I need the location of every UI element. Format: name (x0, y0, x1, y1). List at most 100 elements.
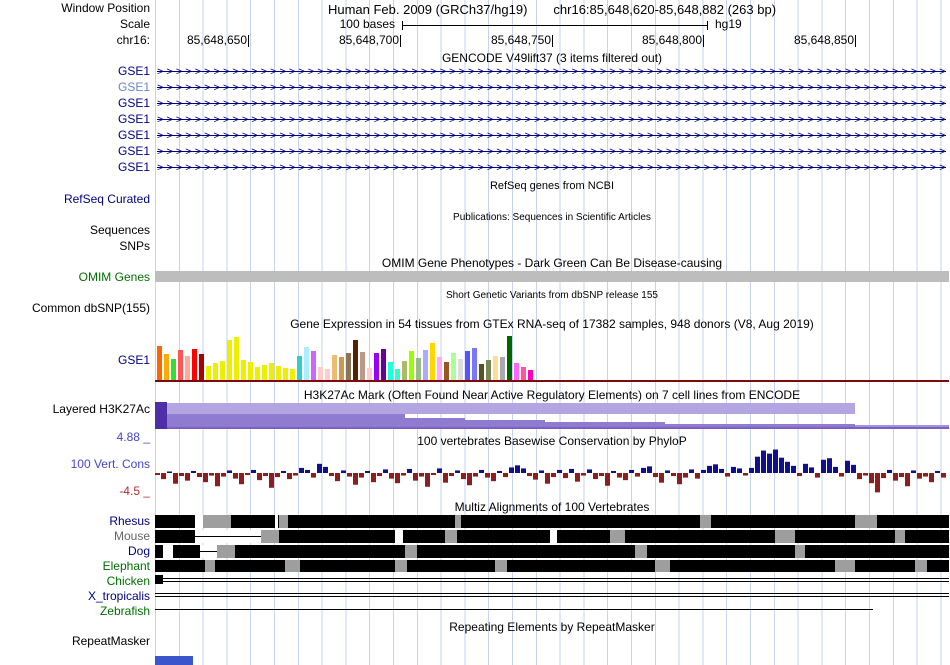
gtex-tissue-bar[interactable] (353, 340, 358, 380)
tracks-area[interactable]: Human Feb. 2009 (GRCh37/hg19) chr16:85,6… (155, 0, 949, 665)
species-label-zebrafish[interactable]: Zebrafish (99, 604, 150, 618)
alignment-row-x-tropicalis[interactable] (155, 590, 949, 600)
gene-label-gse1-1[interactable]: GSE1 (117, 64, 150, 78)
species-label-chicken[interactable]: Chicken (106, 574, 150, 588)
gtex-tissue-bar[interactable] (318, 367, 323, 380)
alignment-row-chicken[interactable] (155, 575, 949, 585)
alignment-row-elephant[interactable] (155, 560, 949, 572)
sequences-label[interactable]: Sequences (89, 223, 150, 237)
repeatmasker-label[interactable]: RepeatMasker (71, 634, 150, 648)
gtex-tissue-bar[interactable] (528, 370, 533, 380)
gtex-tissue-bar[interactable] (178, 350, 183, 380)
gtex-tissue-bar[interactable] (458, 359, 463, 380)
gtex-tissue-bar[interactable] (248, 362, 253, 380)
layered-h3k27ac-label[interactable]: Layered H3K27Ac (52, 402, 150, 416)
gse1-transcript-row[interactable]: >>>>>>>>>>>>>>>>>>>>>>>>>>>>>>>>>>>>>>>>… (157, 98, 946, 110)
bottom-clipped-item[interactable] (155, 656, 193, 665)
gse1-transcript-row[interactable]: >>>>>>>>>>>>>>>>>>>>>>>>>>>>>>>>>>>>>>>>… (157, 114, 946, 126)
alignment-row-rhesus[interactable] (155, 515, 949, 528)
common-dbsnp-label[interactable]: Common dbSNP(155) (31, 301, 150, 315)
gtex-tissue-bar[interactable] (521, 367, 526, 380)
gtex-tissue-bar[interactable] (262, 365, 267, 380)
gene-label-gse1-3[interactable]: GSE1 (117, 96, 150, 110)
gtex-tissue-bar[interactable] (297, 356, 302, 380)
gtex-expression-chart[interactable] (157, 335, 533, 380)
gtex-tissue-bar[interactable] (304, 347, 309, 380)
gtex-tissue-bar[interactable] (409, 351, 414, 380)
gtex-tissue-bar[interactable] (465, 351, 470, 380)
gene-label-gse1-6[interactable]: GSE1 (117, 144, 150, 158)
gtex-tissue-bar[interactable] (416, 358, 421, 380)
gtex-tissue-bar[interactable] (479, 364, 484, 380)
phylop-conservation-graph[interactable] (155, 448, 949, 496)
gene-label-gse1-4[interactable]: GSE1 (117, 112, 150, 126)
alignment-row-dog[interactable] (155, 545, 949, 558)
layered-h3k27ac-graph[interactable] (155, 400, 949, 431)
gtex-tissue-bar[interactable] (402, 361, 407, 380)
gtex-tissue-bar[interactable] (255, 367, 260, 380)
gtex-tissue-bar[interactable] (234, 337, 239, 380)
gtex-tissue-bar[interactable] (332, 355, 337, 380)
gtex-tissue-bar[interactable] (360, 352, 365, 380)
scale-bases-text: 100 bases (339, 17, 395, 31)
gtex-tissue-bar[interactable] (227, 340, 232, 380)
gse1-transcript-row[interactable]: >>>>>>>>>>>>>>>>>>>>>>>>>>>>>>>>>>>>>>>>… (157, 66, 946, 78)
gtex-tissue-bar[interactable] (451, 353, 456, 380)
gtex-tissue-bar[interactable] (171, 359, 176, 380)
gse1-transcript-row[interactable]: >>>>>>>>>>>>>>>>>>>>>>>>>>>>>>>>>>>>>>>>… (157, 146, 946, 158)
gtex-tissue-bar[interactable] (514, 363, 519, 380)
gtex-tissue-bar[interactable] (346, 353, 351, 380)
omim-gene-bar[interactable] (155, 271, 949, 282)
gse1-transcript-row[interactable]: >>>>>>>>>>>>>>>>>>>>>>>>>>>>>>>>>>>>>>>>… (157, 130, 946, 142)
alignment-row-zebrafish[interactable] (155, 605, 949, 615)
gtex-tissue-bar[interactable] (486, 360, 491, 380)
gtex-tissue-bar[interactable] (241, 360, 246, 380)
conservation-track-label[interactable]: 100 Vert. Cons (70, 457, 150, 471)
species-label-mouse[interactable]: Mouse (113, 529, 150, 543)
gtex-tissue-bar[interactable] (311, 351, 316, 380)
gse1-transcript-row[interactable]: >>>>>>>>>>>>>>>>>>>>>>>>>>>>>>>>>>>>>>>>… (157, 162, 946, 174)
species-label-rhesus[interactable]: Rhesus (109, 514, 150, 528)
gtex-tissue-bar[interactable] (269, 363, 274, 380)
gtex-gene-label[interactable]: GSE1 (117, 353, 150, 367)
gtex-tissue-bar[interactable] (395, 369, 400, 380)
refseq-curated-label[interactable]: RefSeq Curated (63, 192, 150, 206)
snps-label[interactable]: SNPs (119, 239, 150, 253)
gtex-tissue-bar[interactable] (325, 369, 330, 380)
gtex-tissue-bar[interactable] (283, 368, 288, 380)
gtex-tissue-bar[interactable] (430, 343, 435, 380)
gtex-tissue-bar[interactable] (199, 354, 204, 380)
species-label-x-tropicalis[interactable]: X_tropicalis (87, 589, 150, 603)
gtex-tissue-bar[interactable] (213, 363, 218, 380)
gtex-tissue-bar[interactable] (500, 357, 505, 380)
gtex-tissue-bar[interactable] (276, 366, 281, 380)
gtex-tissue-bar[interactable] (437, 357, 442, 380)
gtex-tissue-bar[interactable] (381, 349, 386, 380)
gtex-tissue-bar[interactable] (367, 368, 372, 380)
gtex-tissue-bar[interactable] (164, 354, 169, 380)
gtex-tissue-bar[interactable] (388, 362, 393, 380)
gtex-tissue-bar[interactable] (339, 357, 344, 380)
gtex-tissue-bar[interactable] (444, 362, 449, 380)
gtex-tissue-bar[interactable] (423, 350, 428, 380)
gtex-tissue-bar[interactable] (290, 369, 295, 380)
gene-label-gse1-2[interactable]: GSE1 (117, 80, 150, 94)
gtex-tissue-bar[interactable] (493, 356, 498, 380)
gtex-tissue-bar[interactable] (472, 348, 477, 380)
gtex-tissue-bar[interactable] (220, 361, 225, 380)
omim-genes-label[interactable]: OMIM Genes (78, 270, 150, 284)
gtex-tissue-bar[interactable] (192, 349, 197, 380)
gtex-tissue-bar[interactable] (374, 353, 379, 380)
alignment-row-mouse[interactable] (155, 530, 949, 543)
gtex-tissue-bar[interactable] (157, 346, 162, 380)
gene-label-gse1-5[interactable]: GSE1 (117, 128, 150, 142)
assembly-text: Human Feb. 2009 (GRCh37/hg19) (327, 2, 528, 17)
gene-label-gse1-7[interactable]: GSE1 (117, 160, 150, 174)
gtex-tissue-bar[interactable] (206, 366, 211, 380)
gtex-tissue-bar[interactable] (185, 356, 190, 380)
gse1-transcript-row[interactable]: >>>>>>>>>>>>>>>>>>>>>>>>>>>>>>>>>>>>>>>>… (157, 82, 946, 94)
species-label-elephant[interactable]: Elephant (102, 559, 150, 573)
gtex-tissue-bar[interactable] (507, 336, 512, 380)
h3k27ac-track-title: H3K27Ac Mark (Often Found Near Active Re… (303, 388, 801, 402)
species-label-dog[interactable]: Dog (127, 544, 150, 558)
